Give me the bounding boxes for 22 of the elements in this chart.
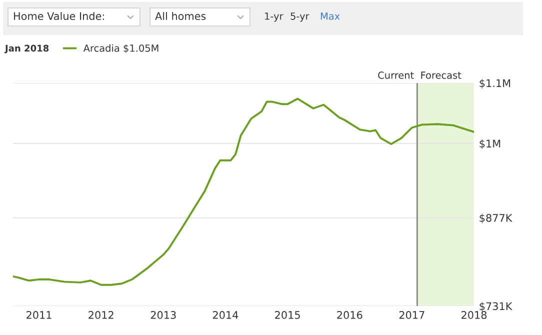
y-tick-label: $1M (480, 139, 500, 149)
x-tick-label: 2015 (275, 311, 300, 319)
text: 5-yr (290, 12, 310, 22)
text: All homes (155, 12, 206, 20)
text: Home Value Inde: (14, 12, 104, 20)
text: 1-yr (265, 12, 284, 22)
legend-label: Arcadia $1.05M (83, 44, 158, 54)
x-tick-label: 2014 (212, 311, 238, 319)
y-tick-label: $1.1M (480, 79, 510, 88)
x-tick-label: 2017 (399, 311, 424, 319)
text: Max (320, 12, 340, 20)
y-tick-label: $877K (480, 214, 512, 224)
y-tick-label: $731K (480, 302, 512, 312)
x-tick-label: 2016 (337, 311, 362, 319)
x-tick-label: 2011 (26, 311, 52, 319)
line-series (13, 98, 474, 286)
band-label: Forecast (421, 72, 462, 79)
x-tick-label: 2018 (462, 311, 487, 319)
x-tick-label: 2013 (150, 311, 176, 319)
text: Jan 2018 (4, 44, 49, 54)
x-tick-label: 2012 (88, 311, 114, 319)
ref-line-label: Current (378, 72, 414, 79)
